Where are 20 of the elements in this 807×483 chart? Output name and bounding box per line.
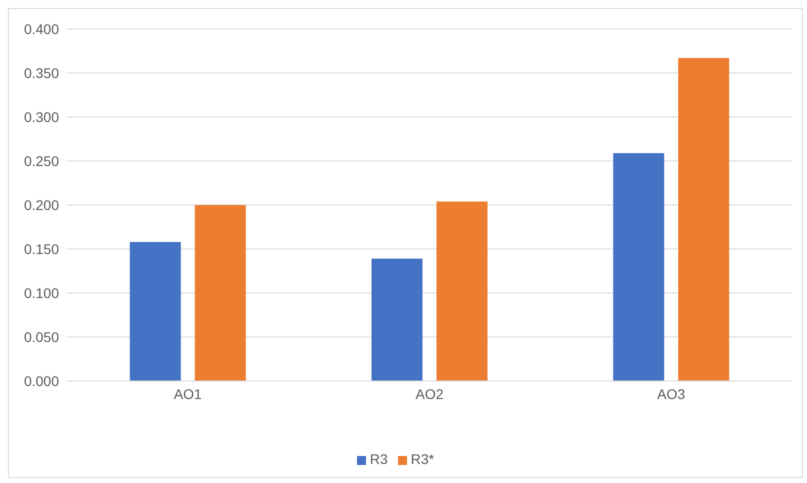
y-tick-label: 0.150 (24, 240, 60, 257)
bar (372, 258, 422, 381)
y-tick-label: 0.400 (24, 20, 60, 37)
y-tick-label: 0.050 (24, 328, 60, 345)
y-tick-label: 0.100 (24, 284, 60, 301)
y-tick-label: 0.250 (24, 152, 60, 169)
bar (436, 201, 488, 381)
y-tick-label: 0.300 (24, 108, 60, 125)
x-tick-label: AO2 (415, 386, 444, 402)
y-tick-label: 0.000 (24, 372, 60, 389)
bar (613, 153, 664, 381)
y-tick-label: 0.200 (24, 196, 60, 213)
bar (194, 205, 246, 381)
x-tick-label: AO1 (174, 386, 202, 402)
y-tick-label: 0.350 (24, 64, 60, 81)
bar (678, 58, 730, 381)
x-tick-label: AO3 (657, 386, 686, 402)
legend-label: R3 (370, 451, 388, 467)
legend-label: R3* (410, 451, 434, 467)
bar (130, 242, 181, 381)
